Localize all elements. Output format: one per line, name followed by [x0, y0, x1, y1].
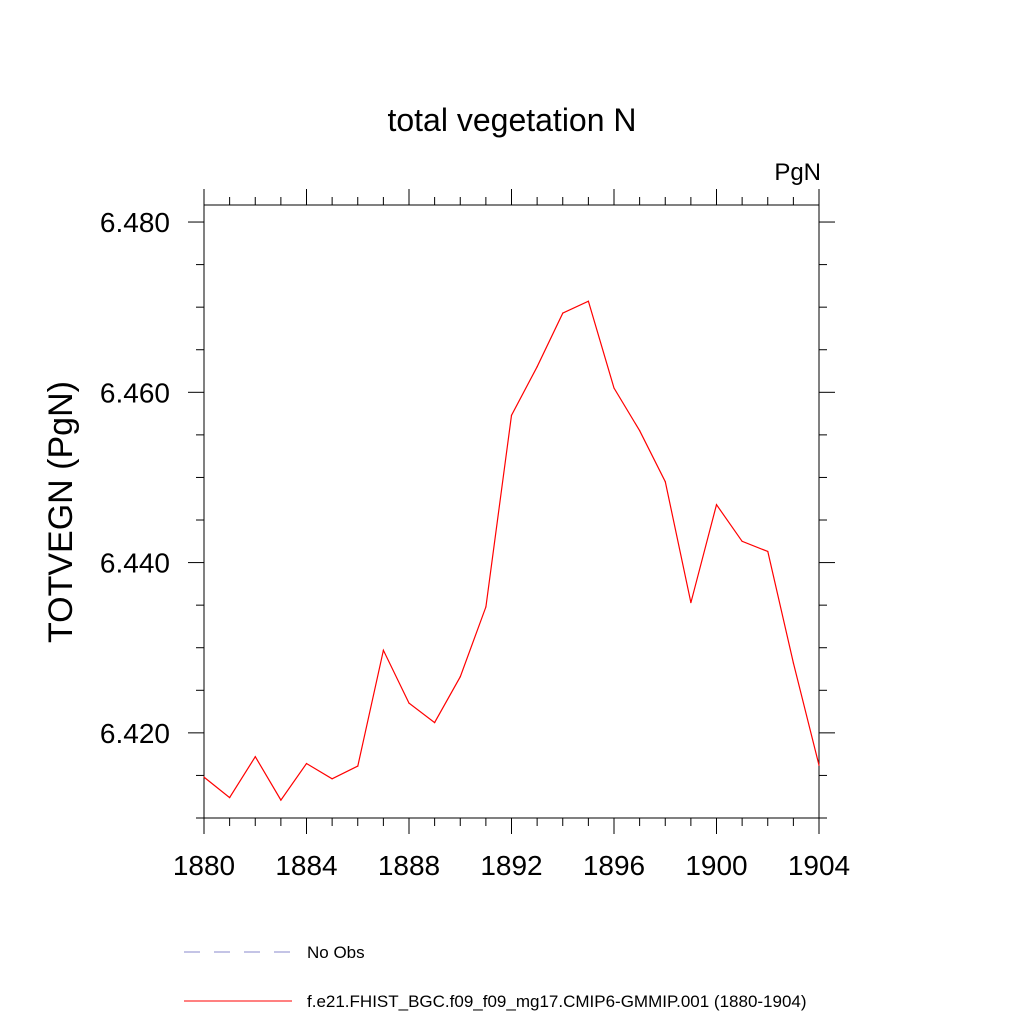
x-tick-label: 1888 — [378, 850, 440, 881]
data-point — [587, 300, 589, 302]
y-axis-label: TOTVEGN (PgN) — [42, 381, 80, 643]
legend-label: No Obs — [307, 943, 365, 962]
chart-title: total vegetation N — [387, 102, 636, 138]
data-point — [357, 765, 359, 767]
data-point — [382, 649, 384, 651]
data-point — [305, 762, 308, 765]
data-point — [536, 366, 538, 368]
series-line — [203, 300, 820, 802]
y-tick-label: 6.480 — [100, 207, 170, 238]
units-label: PgN — [774, 159, 821, 186]
data-point — [331, 778, 333, 780]
y-tick-label: 6.440 — [100, 548, 170, 579]
data-point — [459, 676, 461, 678]
data-point — [510, 414, 513, 416]
data-point — [280, 799, 282, 801]
data-point — [562, 312, 564, 314]
data-point — [485, 606, 487, 608]
data-point — [664, 481, 666, 483]
series-layer — [203, 300, 820, 802]
data-point — [408, 702, 410, 704]
data-point — [203, 776, 205, 778]
data-point — [229, 796, 231, 799]
data-point — [767, 550, 769, 553]
legend-label: f.e21.FHIST_BGC.f09_f09_mg17.CMIP6-GMMIP… — [307, 992, 807, 1011]
data-point — [613, 387, 615, 389]
y-tick-label: 6.420 — [100, 718, 170, 749]
y-tick-label: 6.460 — [100, 377, 170, 408]
data-point — [434, 722, 436, 724]
data-point — [715, 504, 718, 506]
legend: No Obs f.e21.FHIST_BGC.f09_f09_mg17.CMIP6… — [184, 943, 807, 1011]
x-tick-label: 1880 — [173, 850, 235, 881]
x-tick-label: 1900 — [685, 850, 747, 881]
axis-ticks — [188, 189, 835, 834]
x-tick-label: 1892 — [480, 850, 542, 881]
x-tick-label: 1896 — [583, 850, 645, 881]
x-tick-label: 1884 — [275, 850, 337, 881]
data-point — [254, 756, 256, 758]
data-point — [690, 601, 692, 604]
x-tick-label: 1904 — [788, 850, 850, 881]
plot-frame — [203, 204, 820, 819]
data-point — [818, 764, 820, 766]
data-point — [741, 540, 743, 542]
axis-tick-labels: 1880 1884 1888 1892 1896 1900 1904 6.420 6.440 6.… — [100, 207, 850, 881]
data-point — [639, 430, 641, 432]
data-point — [792, 662, 794, 664]
